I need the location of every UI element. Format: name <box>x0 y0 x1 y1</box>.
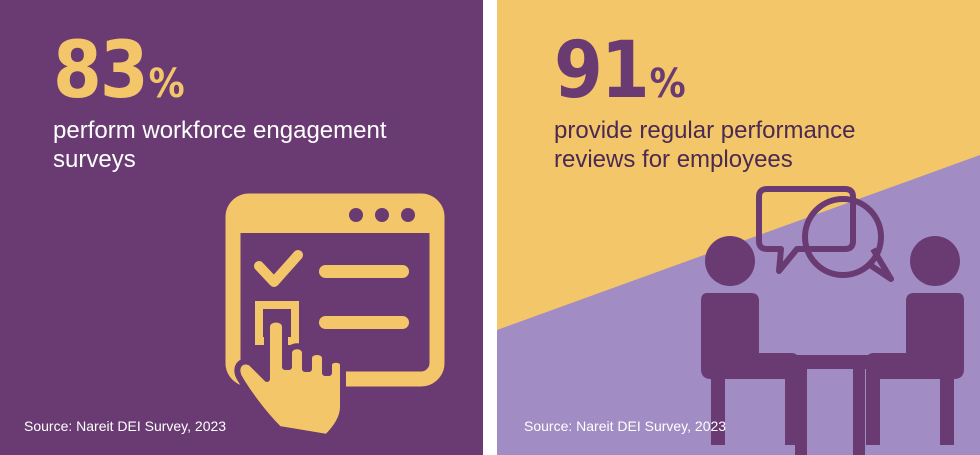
two-people-meeting-conversation-icon <box>701 186 964 455</box>
left-stat-percent-sign: % <box>148 61 185 107</box>
right-source-note: Source: Nareit DEI Survey, 2023 <box>524 418 727 434</box>
left-source-note: Source: Nareit DEI Survey, 2023 <box>24 418 227 434</box>
right-stat-description: provide regular performance reviews for … <box>554 117 856 173</box>
right-stat: 91% <box>554 32 686 110</box>
left-stat-number: 83 <box>53 26 149 116</box>
left-stat-panel: 83% perform workforce engagement surveys… <box>0 0 483 455</box>
right-stat-panel: 91% provide regular performance reviews … <box>497 0 980 455</box>
left-stat-description: perform workforce engagement surveys <box>53 117 387 173</box>
right-stat-percent-sign: % <box>649 61 686 107</box>
survey-form-click-icon <box>225 193 445 440</box>
left-stat: 83% <box>53 32 185 110</box>
right-stat-number: 91 <box>554 26 650 116</box>
